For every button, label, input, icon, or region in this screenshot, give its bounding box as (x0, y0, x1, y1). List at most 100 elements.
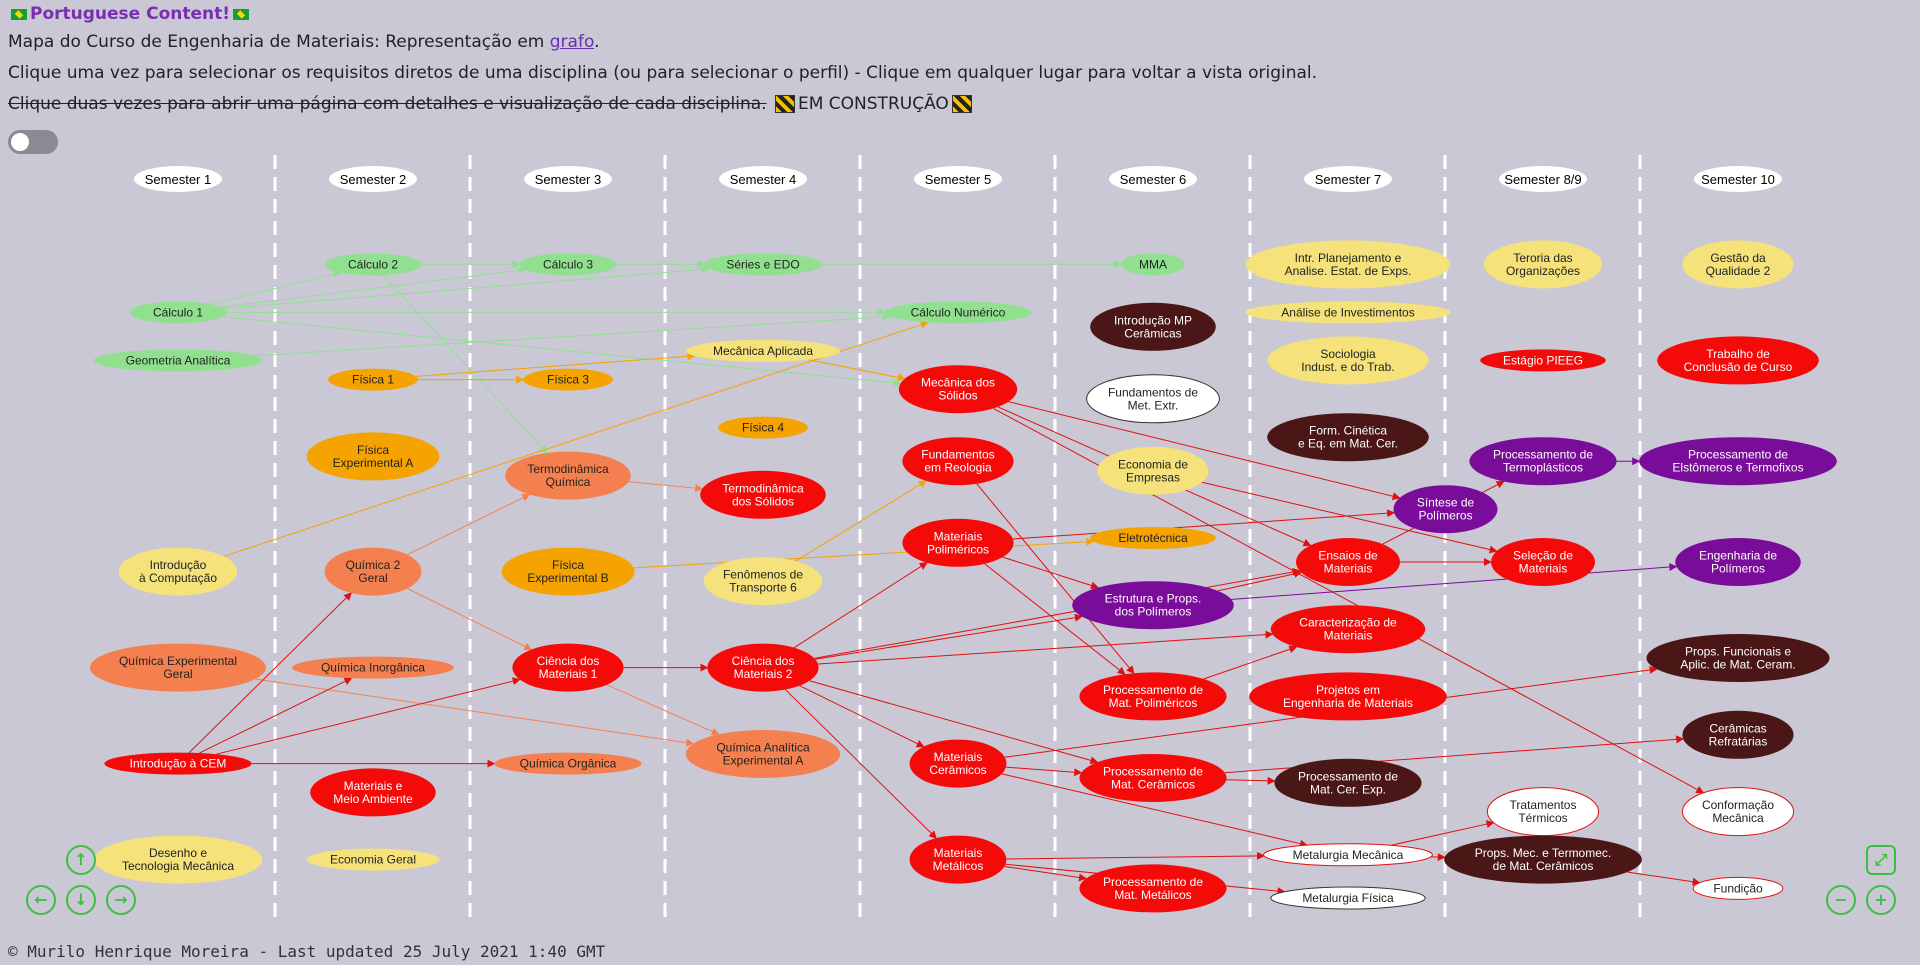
svg-text:Desenho e: Desenho e (149, 846, 207, 860)
svg-text:Props. Funcionais e: Props. Funcionais e (1685, 645, 1791, 659)
pan-down-button[interactable]: ↓ (66, 885, 96, 915)
svg-text:Introdução à CEM: Introdução à CEM (130, 757, 227, 771)
course-node-fis4[interactable]: Física 4 (718, 416, 808, 439)
course-node-icem[interactable]: Introdução à CEM (104, 752, 252, 775)
course-node-fis1[interactable]: Física 1 (328, 368, 418, 391)
graph-link[interactable]: grafo (549, 32, 595, 52)
curriculum-graph[interactable]: Semester 1 Semester 2 Semester 3 Semester 4… (0, 150, 1920, 935)
svg-text:Qualidade 2: Qualidade 2 (1706, 264, 1771, 278)
svg-text:Introdução MP: Introdução MP (1114, 313, 1192, 327)
svg-text:Projetos em: Projetos em (1316, 683, 1380, 697)
course-node-edo[interactable]: Séries e EDO (703, 253, 823, 276)
prerequisite-edge (799, 685, 925, 748)
svg-text:Semester 3: Semester 3 (535, 172, 601, 187)
svg-text:Materiais: Materiais (1324, 562, 1373, 576)
course-node-econ[interactable]: Economia Geral (306, 848, 440, 871)
course-node-fis3[interactable]: Física 3 (523, 368, 613, 391)
zoom-in-button[interactable]: + (1866, 885, 1896, 915)
svg-text:Geral: Geral (358, 571, 387, 585)
prerequisite-edge (1231, 563, 1678, 600)
svg-text:Semester 7: Semester 7 (1315, 172, 1381, 187)
prerequisite-edge (817, 630, 1274, 665)
course-node-eletro[interactable]: Eletrotécnica (1090, 527, 1216, 549)
course-node-metfis[interactable]: Metalurgia Física (1270, 886, 1426, 910)
svg-text:Cálculo Numérico: Cálculo Numérico (911, 305, 1006, 319)
course-node-qorg[interactable]: Química Orgânica (494, 752, 642, 775)
course-node-metmec[interactable]: Metalurgia Mecânica (1263, 843, 1433, 867)
fit-view-button[interactable]: ⤢ (1866, 845, 1896, 875)
pan-left-button[interactable]: ← (26, 885, 56, 915)
svg-text:Mecânica dos: Mecânica dos (921, 376, 995, 390)
svg-text:Tecnologia Mecânica: Tecnologia Mecânica (122, 859, 234, 873)
course-node-mma[interactable]: MMA (1121, 253, 1185, 276)
course-node-geo[interactable]: Geometria Analítica (93, 349, 263, 372)
view-toggle-switch[interactable] (8, 130, 58, 154)
course-node-calc2[interactable]: Cálculo 2 (324, 253, 422, 276)
course-node-mecap[interactable]: Mecânica Aplicada (685, 339, 841, 362)
course-node-calc1[interactable]: Cálculo 1 (129, 301, 227, 324)
course-node-qinorg[interactable]: Química Inorgânica (292, 656, 454, 679)
course-node-calc3[interactable]: Cálculo 3 (519, 253, 617, 276)
course-node-estpol[interactable]: Estrutura e Props.dos Polímeros (1072, 581, 1234, 630)
svg-text:dos Sólidos: dos Sólidos (732, 494, 794, 508)
svg-text:dos Polímeros: dos Polímeros (1115, 605, 1192, 619)
svg-text:Experimental A: Experimental A (333, 456, 414, 470)
course-node-anainv[interactable]: Análise de Investimentos (1245, 301, 1451, 324)
svg-text:Semester 5: Semester 5 (925, 172, 991, 187)
course-node-fundicao[interactable]: Fundição (1692, 876, 1784, 900)
pan-right-button[interactable]: → (106, 885, 136, 915)
prerequisite-edge (1006, 851, 1265, 860)
svg-text:Física: Física (357, 443, 389, 457)
course-node-propsmec[interactable]: Props. Mec. e Termomec.de Mat. Cerâmicos (1444, 835, 1642, 884)
zoom-out-button[interactable]: − (1826, 885, 1856, 915)
course-node-estagio[interactable]: Estágio PIEEG (1480, 349, 1606, 372)
pan-up-button[interactable]: ↑ (66, 845, 96, 875)
svg-text:Experimental A: Experimental A (723, 754, 804, 768)
course-node-calcnum[interactable]: Cálculo Numérico (884, 301, 1032, 324)
description-line-1: Mapa do Curso de Engenharia de Materiais… (8, 32, 599, 52)
